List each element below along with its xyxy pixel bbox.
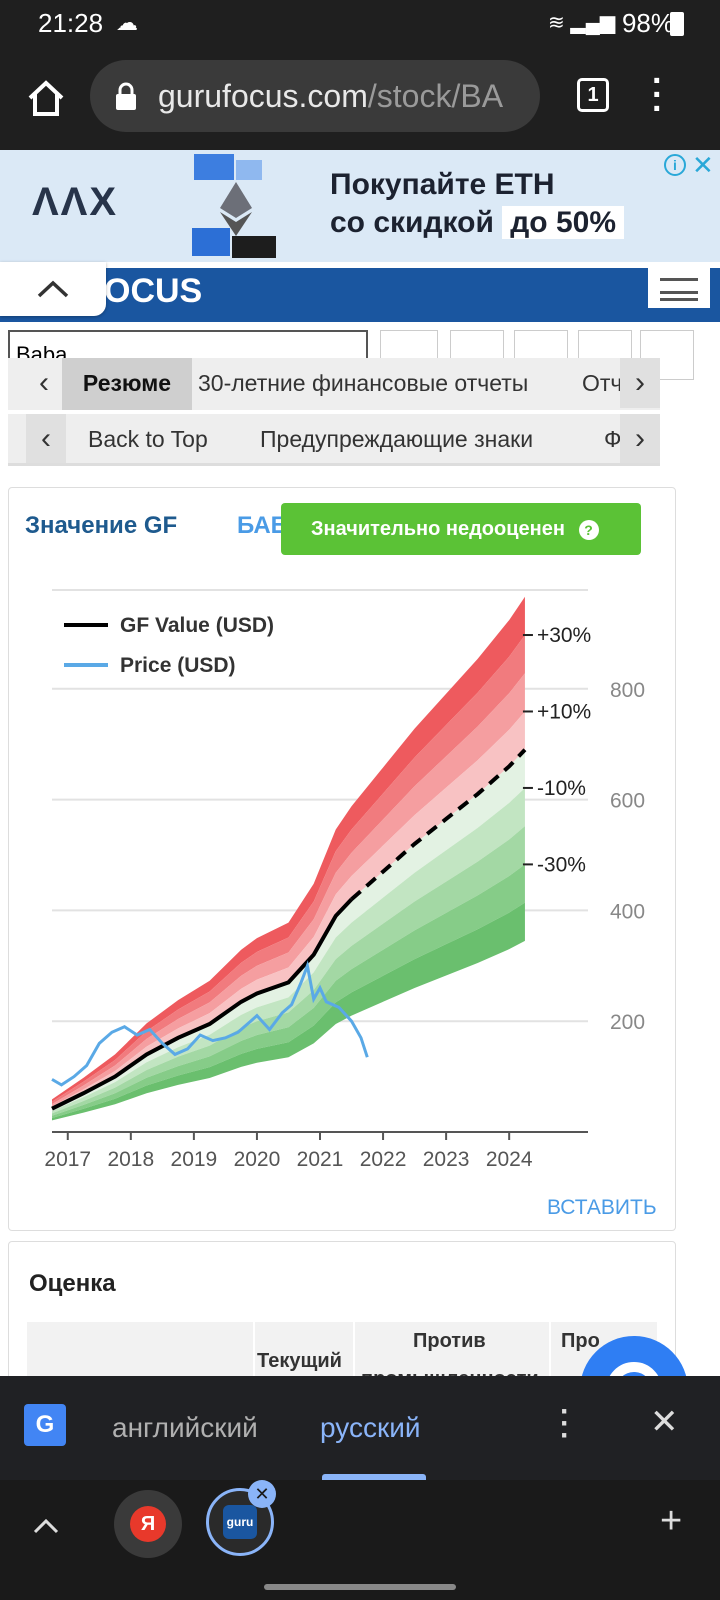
tab-yandex[interactable]: Я	[114, 1490, 182, 1558]
ad-line-1: Покупайте ETH	[330, 168, 555, 201]
section-warning-signs[interactable]: Предупреждающие знаки	[260, 426, 534, 452]
gesture-handle[interactable]	[264, 1584, 456, 1590]
lock-icon	[116, 82, 136, 110]
gf-value-title: Значение GF	[25, 512, 178, 539]
x-tick-label: 2024	[486, 1148, 533, 1171]
lang-target-indicator	[322, 1474, 426, 1480]
section-prev-arrow[interactable]: ‹	[26, 414, 66, 463]
band-label: +10%	[537, 700, 591, 723]
legend-price-label: Price (USD)	[120, 654, 236, 677]
status-time: 21:28	[38, 8, 104, 38]
valuation-status-badge[interactable]: Значительно недооценен ?	[281, 503, 641, 555]
cloud-icon: ☁	[116, 10, 138, 35]
help-icon[interactable]: ?	[578, 520, 599, 540]
home-icon[interactable]	[26, 78, 66, 118]
nav-prev-arrow[interactable]: ‹	[24, 358, 64, 408]
x-tick-label: 2020	[234, 1148, 281, 1171]
browser-toolbar: gurufocus.com/stock/BA 1 · · ·	[0, 46, 720, 150]
gf-value-chart: 200 400 600 800 2017 2018 2019 2020 2021 2022 2023…	[44, 589, 645, 1171]
ad-ethereum-image	[192, 154, 276, 258]
wifi-signal-icon: ≋ ▂▄▆	[548, 12, 616, 34]
section-next-arrow[interactable]: ›	[620, 414, 660, 463]
gf-value-line	[51, 897, 353, 1111]
chevron-up-icon[interactable]	[32, 1516, 60, 1536]
tab-summary[interactable]: Резюме	[62, 358, 192, 410]
x-tick-label: 2021	[297, 1148, 344, 1171]
section-back-to-top[interactable]: Back to Top	[88, 426, 208, 452]
gf-value-projection-line	[350, 748, 527, 901]
share-button[interactable]	[640, 330, 694, 380]
google-translate-icon: G	[24, 1404, 66, 1446]
url-path: /stock/BA	[367, 78, 504, 114]
url-field[interactable]: gurufocus.com/stock/BA	[90, 60, 540, 132]
chevron-up-icon	[37, 280, 69, 298]
battery-icon	[670, 12, 684, 36]
y-tick-label: 600	[610, 790, 645, 813]
ad-line-2: со скидкой до 50%	[330, 206, 625, 240]
more-menu-icon[interactable]: · · ·	[652, 62, 664, 128]
secondary-section-nav: ‹ Back to Top Предупреждающие знаки Фина…	[8, 414, 660, 466]
x-tick-label: 2017	[44, 1148, 91, 1171]
x-tick-label: 2018	[107, 1148, 154, 1171]
lang-source-tab[interactable]: английский	[112, 1412, 258, 1443]
valuation-status-text: Значительно недооценен	[311, 518, 565, 540]
y-tick-label: 200	[610, 1011, 645, 1034]
yandex-icon: Я	[130, 1506, 166, 1542]
url-host: gurufocus.com	[158, 78, 368, 114]
ad-close-icon[interactable]: ✕	[692, 150, 714, 180]
price-line	[51, 960, 369, 1087]
gurufocus-icon: guru	[223, 1505, 257, 1539]
hamburger-menu-icon[interactable]	[648, 268, 710, 308]
col-current: Текущий	[257, 1350, 342, 1372]
collapse-header-button[interactable]	[0, 262, 106, 316]
band-label: -10%	[537, 777, 586, 800]
band-label: -30%	[537, 853, 586, 876]
tab-switcher-button[interactable]: 1	[577, 78, 609, 112]
status-bar: 21:28 ☁ ≋ ▂▄▆ 98%	[0, 0, 720, 46]
y-tick-label: 800	[610, 679, 645, 702]
site-header: OCUS	[0, 268, 720, 322]
battery-percent: 98%	[621, 8, 674, 38]
embed-link[interactable]: ВСТАВИТЬ	[547, 1196, 657, 1219]
col-vs-industry: Против	[413, 1330, 486, 1352]
tab-30-year-financials[interactable]: 30-летние финансовые отчеты	[198, 370, 529, 396]
translate-options-icon[interactable]: · · ·	[560, 1395, 570, 1452]
new-tab-icon[interactable]: +	[660, 1500, 683, 1542]
bottom-tab-strip: Я guru ✕ +	[0, 1480, 720, 1600]
translate-close-icon[interactable]: ✕	[650, 1403, 679, 1441]
gf-ticker-link[interactable]: БАБ	[237, 512, 288, 539]
lang-target-tab[interactable]: русский	[320, 1412, 421, 1443]
ad-brand: ΛΛX	[32, 180, 119, 224]
y-tick-label: 400	[610, 900, 645, 923]
band-label: +30%	[537, 624, 591, 647]
x-tick-label: 2023	[423, 1148, 470, 1171]
legend-gf-label: GF Value (USD)	[120, 614, 274, 637]
primary-tab-nav: ‹ Резюме 30-летние финансовые отчеты Отч…	[8, 358, 660, 410]
x-tick-label: 2019	[171, 1148, 218, 1171]
translate-bar: G английский русский · · · ✕	[0, 1376, 720, 1480]
site-logo[interactable]: OCUS	[104, 272, 203, 310]
x-tick-label: 2022	[360, 1148, 407, 1171]
nav-next-arrow[interactable]: ›	[620, 358, 660, 408]
valuation-table-header: Текущий Против промышленности Про	[27, 1322, 657, 1390]
valuation-title: Оценка	[29, 1270, 116, 1297]
ad-banner[interactable]: ΛΛX Покупайте ETH со скидкой до 50% i ✕	[0, 150, 720, 262]
close-tab-icon[interactable]: ✕	[248, 1480, 276, 1508]
valuation-card: Оценка Текущий Против промышленности Про	[8, 1241, 676, 1390]
ad-info-icon[interactable]: i	[664, 154, 686, 176]
col-vs-history: Про	[561, 1330, 600, 1352]
